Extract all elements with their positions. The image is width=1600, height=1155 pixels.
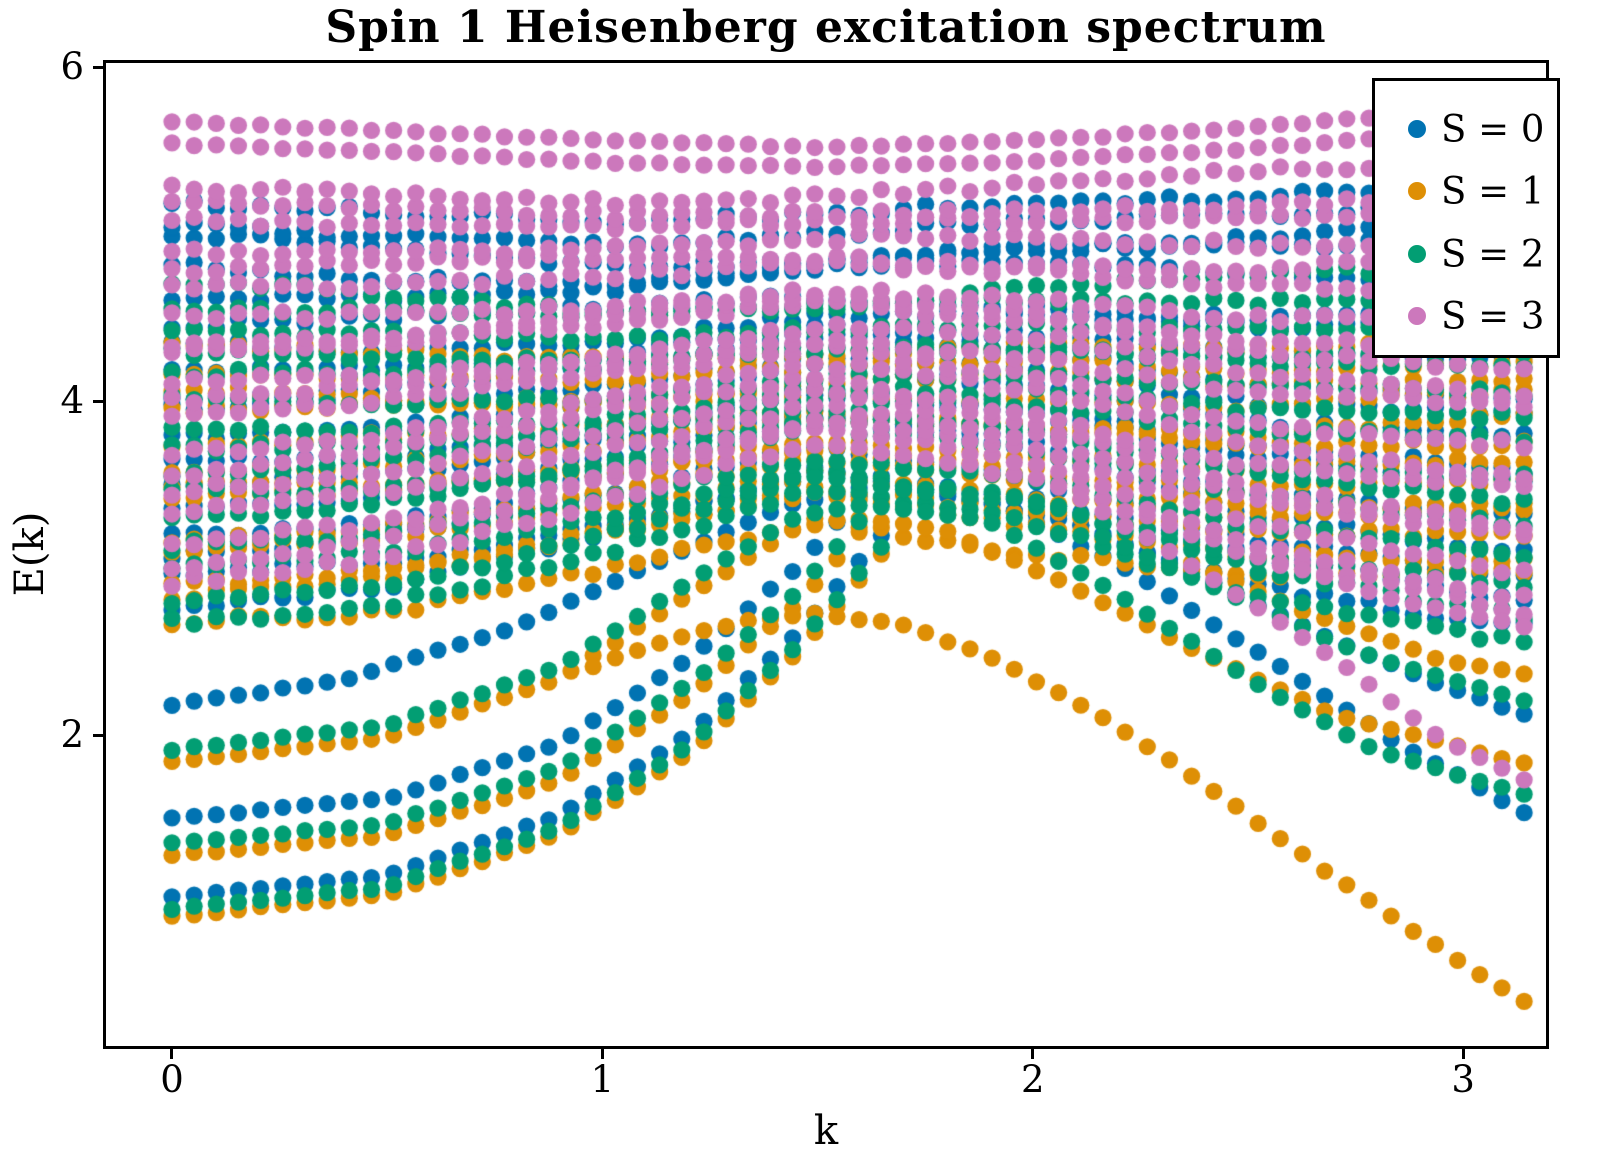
y-tick [93, 399, 106, 403]
x-tick [1031, 1046, 1035, 1059]
x-tick [600, 1046, 604, 1059]
legend-label-s2: S = 2 [1441, 232, 1545, 276]
legend-row-s0: S = 0 [1375, 105, 1557, 153]
legend: S = 0 S = 1 S = 2 S = 3 [1372, 78, 1560, 358]
y-axis-label: E(k) [7, 511, 53, 597]
y-tick [93, 65, 106, 69]
legend-row-s2: S = 2 [1375, 230, 1557, 278]
x-tick-label: 1 [590, 1058, 615, 1101]
y-tick-label: 6 [60, 45, 84, 88]
x-tick [170, 1046, 174, 1059]
y-tick [93, 733, 106, 737]
x-tick-label: 0 [160, 1058, 184, 1101]
x-tick [1461, 1046, 1465, 1059]
legend-marker-s1-icon [1408, 182, 1426, 200]
legend-label-s3: S = 3 [1441, 294, 1545, 338]
legend-marker-s0-icon [1408, 120, 1426, 138]
y-tick-label: 4 [60, 379, 84, 423]
y-tick-label: 2 [60, 713, 84, 757]
legend-marker-s3-icon [1408, 307, 1426, 325]
legend-marker-s2-icon [1408, 245, 1426, 263]
legend-label-s1: S = 1 [1441, 169, 1545, 213]
legend-label-s0: S = 0 [1441, 107, 1545, 151]
plot-canvas [106, 63, 1546, 1046]
x-axis-label: k [813, 1108, 839, 1154]
chart-title: Spin 1 Heisenberg excitation spectrum [325, 2, 1327, 53]
legend-row-s3: S = 3 [1375, 292, 1557, 340]
x-tick-label: 2 [1021, 1058, 1045, 1101]
x-tick-label: 3 [1451, 1058, 1475, 1101]
legend-row-s1: S = 1 [1375, 167, 1557, 215]
